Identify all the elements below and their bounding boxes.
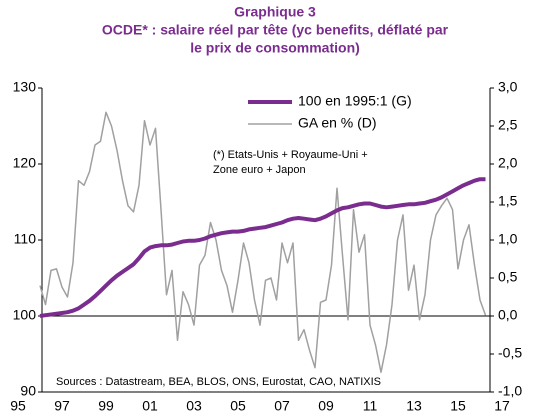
x-tick-label: 17: [494, 398, 510, 414]
y2-tick-label: 1,5: [498, 193, 518, 209]
annotation: Zone euro + Japon: [213, 164, 306, 176]
y2-tick-label: 2,0: [498, 155, 518, 171]
chart-title: Graphique 3: [234, 4, 316, 20]
x-tick-label: 99: [98, 398, 114, 414]
y-tick-label: 130: [13, 79, 37, 95]
y2-tick-label: -0,5: [498, 345, 522, 361]
annotation: (*) Etats-Unis + Royaume-Uni +: [213, 149, 368, 161]
x-tick-label: 09: [318, 398, 334, 414]
y-tick-label: 100: [13, 307, 37, 323]
x-tick-label: 01: [142, 398, 158, 414]
chart-title: le prix de consommation): [190, 40, 360, 56]
y2-tick-label: 0,5: [498, 269, 518, 285]
x-tick-label: 03: [186, 398, 202, 414]
y2-tick-label: 3,0: [498, 79, 518, 95]
y2-tick-label: 0,0: [498, 307, 518, 323]
series-line: [39, 111, 487, 373]
legend-label: GA en % (D): [298, 115, 377, 131]
y2-tick-label: -1,0: [498, 383, 522, 399]
y2-tick-label: 1,0: [498, 231, 518, 247]
x-tick-label: 15: [450, 398, 466, 414]
chart-title: OCDE* : salaire réel par tête (yc benefi…: [102, 22, 449, 38]
y-tick-label: 110: [14, 231, 37, 247]
x-tick-label: 11: [363, 398, 378, 414]
x-tick-label: 13: [406, 398, 422, 414]
source: Sources : Datastream, BEA, BLOS, ONS, Eu…: [56, 376, 381, 388]
x-tick-label: 07: [274, 398, 290, 414]
x-tick-label: 95: [10, 398, 26, 414]
legend-label: 100 en 1995:1 (G): [298, 93, 412, 109]
x-tick-label: 05: [230, 398, 246, 414]
y-tick-label: 120: [13, 155, 37, 171]
x-tick-label: 97: [54, 398, 70, 414]
series-line: [39, 177, 486, 318]
y-tick-label: 90: [20, 383, 36, 399]
y2-tick-label: 2,5: [498, 117, 518, 133]
